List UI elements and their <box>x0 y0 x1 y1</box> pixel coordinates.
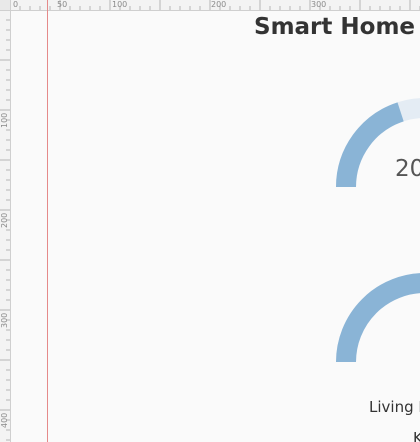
ruler-label-v300: 300 <box>0 313 9 328</box>
ruler-corner <box>0 0 11 11</box>
gauge-2-fill <box>336 273 420 363</box>
vertical-guide-line[interactable] <box>47 0 48 442</box>
dashboard-title: Smart Home S <box>254 14 420 40</box>
horizontal-ruler[interactable]: 0 50 100 200 300 <box>0 0 420 11</box>
ruler-label-200: 200 <box>211 0 226 9</box>
gauge-2-sublabel: K <box>413 429 420 442</box>
ruler-label-0: 0 <box>13 0 18 9</box>
gauge-1-value: 20 <box>395 156 420 182</box>
gauge-1-fill <box>336 102 405 188</box>
ruler-label-100: 100 <box>112 0 127 9</box>
ruler-label-v400: 400 <box>0 413 9 428</box>
gauge-2-label: Living I <box>369 398 420 416</box>
ruler-label-v100: 100 <box>0 113 9 128</box>
vertical-ruler-graphic: 100 200 300 400 <box>0 9 10 441</box>
ruler-label-50: 50 <box>57 0 67 9</box>
gauges-graphic <box>336 98 420 363</box>
dashboard-canvas: Smart Home S 20 Living I K <box>11 11 420 442</box>
ruler-label-300: 300 <box>311 0 326 9</box>
vertical-ruler[interactable]: 100 200 300 400 <box>0 0 11 442</box>
horizontal-ruler-graphic: 0 50 100 200 300 <box>9 0 420 10</box>
ruler-label-v200: 200 <box>0 213 9 228</box>
